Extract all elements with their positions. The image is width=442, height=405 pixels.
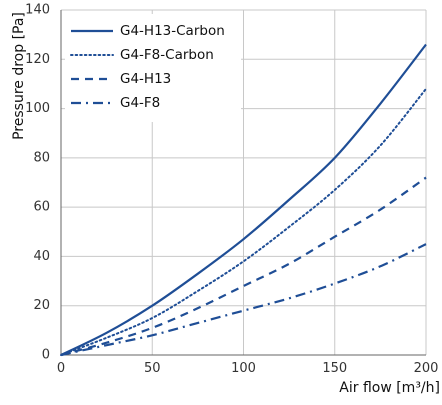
y-tick-label: 100 [25,101,50,116]
y-tick-label: 60 [33,200,50,215]
axes: 0 20 40 60 80 100 120 140 0 50 100 150 200 [25,3,438,377]
legend: G4-H13-Carbon G4-F8-Carbon G4-H13 G4-F8 [65,14,241,122]
legend-label: G4-H13-Carbon [120,23,225,39]
y-tick-label: 0 [42,348,50,363]
series-line-g4-f8-carbon [60,87,427,356]
x-axis-title: Air flow [m³/h] [339,380,440,396]
series-line-g4-h13-carbon [60,43,427,356]
x-tick-label: 0 [57,361,65,376]
y-tick-label: 20 [33,298,50,313]
series-lines [60,43,427,357]
x-tick-label: 50 [144,361,161,376]
y-tick-label: 40 [33,249,50,264]
y-axis-title: Pressure drop [Pa] [11,12,27,140]
legend-label: G4-F8-Carbon [120,47,214,63]
y-tick-label: 120 [25,52,50,67]
series-line-g4-f8 [60,243,427,357]
x-tick-label: 100 [231,361,256,376]
y-tick-label: 140 [25,3,50,18]
series-line-g4-h13 [60,176,427,357]
x-tick-label: 150 [322,361,347,376]
x-tick-label: 200 [414,361,439,376]
legend-label: G4-F8 [120,95,160,111]
legend-label: G4-H13 [120,71,171,87]
y-tick-label: 80 [33,150,50,165]
